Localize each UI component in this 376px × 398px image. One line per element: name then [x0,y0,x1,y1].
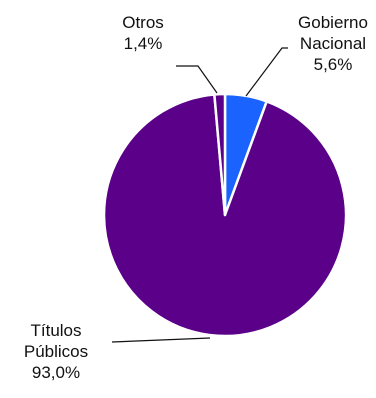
slice-label-0: Gobierno Nacional 5,6% [298,13,368,74]
leader-line-1 [111,337,211,343]
slice-value-label: 5,6% [314,55,353,74]
pie-slice-otros [213,92,227,217]
slice-labels: Gobierno Nacional 5,6% Títulos Públicos 93,0%… [24,13,368,382]
slice-name-label: Gobierno [298,13,368,32]
slice-name-label: Públicos [24,342,88,361]
slice-name-label: Nacional [300,34,366,53]
pie-slices [102,92,348,338]
slice-label-1: Títulos Públicos 93,0% [24,321,88,382]
leader-line-0 [245,47,288,97]
slice-label-2: Otros 1,4% [122,13,164,53]
leader-line-2 [176,65,218,94]
slice-name-label: Títulos [30,321,81,340]
slice-value-label: 93,0% [32,363,80,382]
slice-value-label: 1,4% [124,34,163,53]
leader-lines [111,47,288,343]
slice-name-label: Otros [122,13,164,32]
